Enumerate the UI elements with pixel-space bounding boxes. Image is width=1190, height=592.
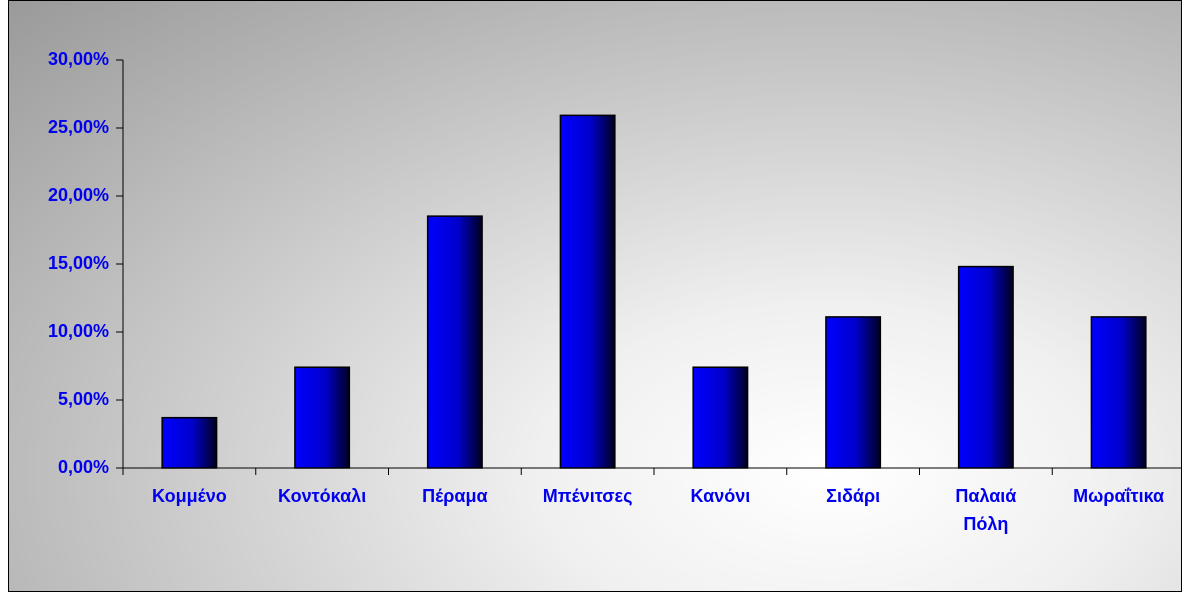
bar (559, 114, 616, 469)
x-tick-label: Μπένιτσες (542, 486, 633, 506)
y-tick-label: 5,00% (58, 389, 109, 409)
bar (426, 215, 483, 469)
x-tick-label: Κανόνι (690, 486, 751, 506)
bar (1090, 316, 1147, 469)
bar (294, 366, 351, 469)
chart-area: 0,00% 5,00% 10,00% 15,00% 20,00% 25,00% 30,00%… (8, 0, 1182, 592)
x-tick-label: Σιδάρι (826, 486, 881, 506)
y-tick-label: 10,00% (48, 321, 109, 341)
y-tick-label: 25,00% (48, 117, 109, 137)
y-tick-label: 0,00% (58, 457, 109, 477)
x-tick-label: Κοντόκαλι (278, 486, 367, 506)
y-tick-label: 30,00% (48, 49, 109, 69)
bar (692, 366, 749, 469)
bar (957, 265, 1014, 469)
x-tick-label: Μωραΐτικα (1073, 486, 1165, 506)
bar (161, 416, 218, 469)
y-tick-label: 15,00% (48, 253, 109, 273)
y-tick-label: 20,00% (48, 185, 109, 205)
x-tick-label: Παλαιά Πόλη (955, 486, 1017, 534)
bar (825, 316, 882, 469)
x-tick-label: Κομμένο (152, 486, 227, 506)
chart: 0,00% 5,00% 10,00% 15,00% 20,00% 25,00% 30,00% (48, 49, 1181, 477)
x-tick-label: Πέραμα (422, 486, 488, 506)
